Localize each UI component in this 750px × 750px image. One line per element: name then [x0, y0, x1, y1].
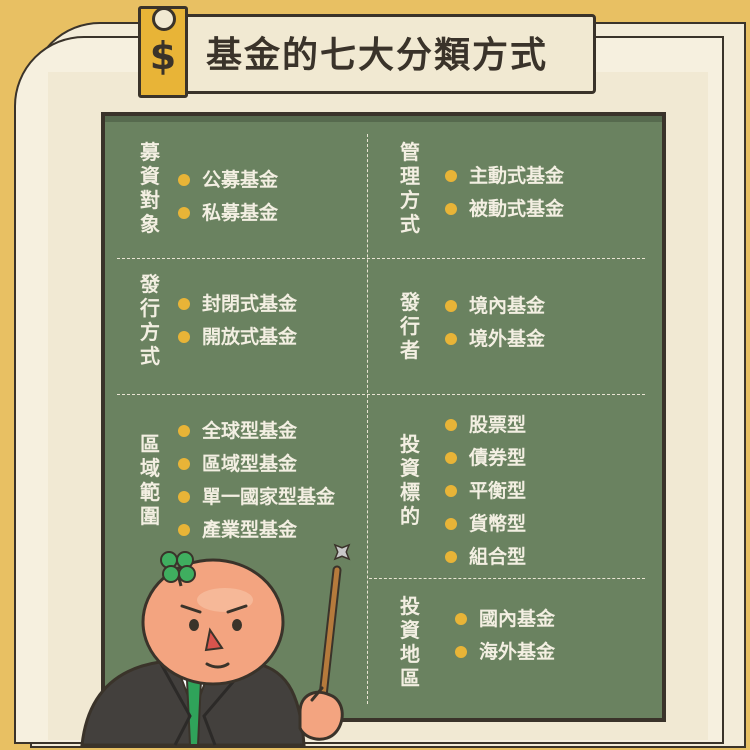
- clover-icon: [160, 551, 196, 587]
- bullet-dot-icon: [178, 174, 190, 186]
- section-list-target: 股票型 債券型 平衡型 貨幣型 組合型: [445, 409, 526, 574]
- bullet-dot-icon: [178, 298, 190, 310]
- pointer-stick-icon: [317, 565, 342, 710]
- section-list-region: 全球型基金 區域型基金 單一國家型基金 產業型基金: [178, 415, 335, 547]
- list-item: 開放式基金: [178, 321, 297, 354]
- dollar-icon: $: [149, 34, 177, 78]
- bullet-dot-icon: [178, 524, 190, 536]
- bullet-dot-icon: [445, 518, 457, 530]
- bullet-dot-icon: [445, 485, 457, 497]
- section-heading-region: 區域範圍: [140, 432, 160, 528]
- list-item: 被動式基金: [445, 193, 564, 226]
- section-heading-area: 投資地區: [400, 594, 420, 690]
- divider-row-2: [117, 394, 645, 395]
- dollar-tag: $: [138, 6, 188, 98]
- list-item: 平衡型: [445, 475, 526, 508]
- list-item: 主動式基金: [445, 160, 564, 193]
- section-list-issuer: 境內基金 境外基金: [445, 290, 545, 356]
- list-item: 國內基金: [455, 603, 555, 636]
- list-item: 產業型基金: [178, 514, 335, 547]
- bullet-dot-icon: [178, 425, 190, 437]
- list-item: 全球型基金: [178, 415, 335, 448]
- bullet-dot-icon: [445, 300, 457, 312]
- divider-row-1: [117, 258, 645, 259]
- bullet-dot-icon: [445, 333, 457, 345]
- section-list-management: 主動式基金 被動式基金: [445, 160, 564, 226]
- section-list-area: 國內基金 海外基金: [455, 603, 555, 669]
- section-heading-target: 投資標的: [400, 432, 420, 528]
- bullet-dot-icon: [455, 613, 467, 625]
- list-item: 貨幣型: [445, 508, 526, 541]
- section-list-fundraising: 公募基金 私募基金: [178, 164, 278, 230]
- page-title: 基金的七大分類方式: [206, 35, 549, 76]
- bullet-dot-icon: [178, 331, 190, 343]
- divider-vertical: [367, 134, 368, 704]
- bullet-dot-icon: [445, 170, 457, 182]
- list-item: 股票型: [445, 409, 526, 442]
- list-item: 境內基金: [445, 290, 545, 323]
- list-item: 組合型: [445, 541, 526, 574]
- list-item: 區域型基金: [178, 448, 335, 481]
- section-list-issuance: 封閉式基金 開放式基金: [178, 288, 297, 354]
- section-heading-management: 管理方式: [400, 140, 420, 236]
- list-item: 海外基金: [455, 636, 555, 669]
- bullet-dot-icon: [178, 491, 190, 503]
- list-item: 境外基金: [445, 323, 545, 356]
- list-item: 封閉式基金: [178, 288, 297, 321]
- tag-ring: [152, 7, 176, 31]
- sparkle-icon: [333, 543, 351, 561]
- list-item: 單一國家型基金: [178, 481, 335, 514]
- section-heading-issuer: 發行者: [400, 290, 420, 362]
- list-item: 私募基金: [178, 197, 278, 230]
- bullet-dot-icon: [445, 551, 457, 563]
- teacher-hand: [298, 686, 344, 741]
- bullet-dot-icon: [455, 646, 467, 658]
- title-banner: [138, 14, 596, 94]
- bullet-dot-icon: [178, 207, 190, 219]
- section-heading-issuance: 發行方式: [140, 272, 160, 368]
- section-heading-fundraising: 募資對象: [140, 140, 160, 236]
- divider-row-3: [369, 578, 645, 579]
- list-item: 債券型: [445, 442, 526, 475]
- bullet-dot-icon: [445, 203, 457, 215]
- list-item: 公募基金: [178, 164, 278, 197]
- teacher-head: [141, 558, 285, 686]
- bullet-dot-icon: [178, 458, 190, 470]
- bullet-dot-icon: [445, 419, 457, 431]
- bullet-dot-icon: [445, 452, 457, 464]
